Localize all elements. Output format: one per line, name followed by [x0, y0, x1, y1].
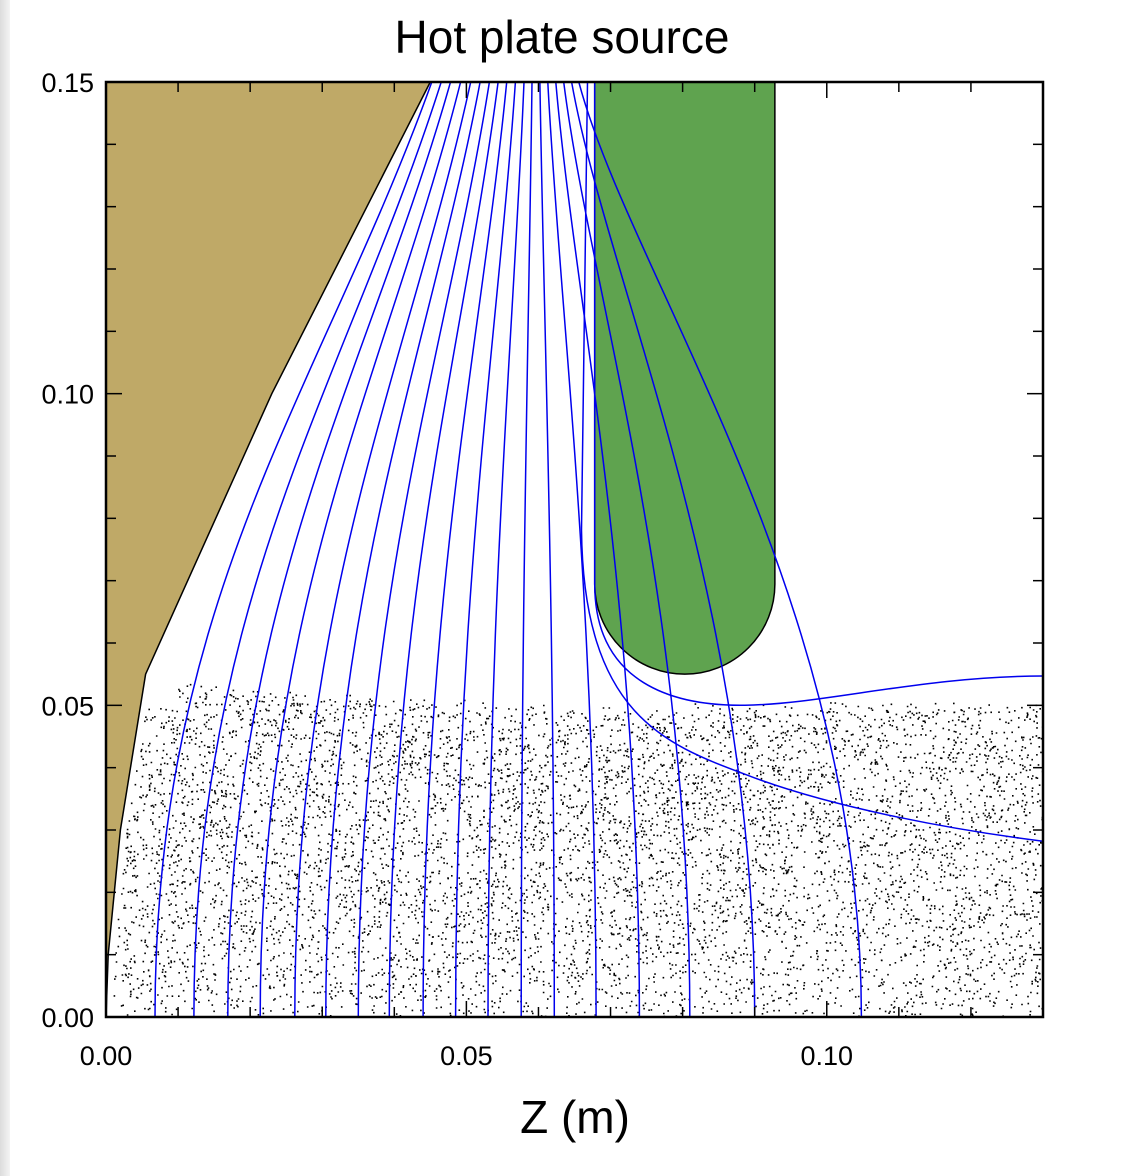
equipotential-line	[325, 82, 481, 1017]
window-edge	[0, 0, 10, 1176]
y-tick-label: 0.15	[41, 68, 94, 98]
plot-frame	[104, 80, 1045, 1019]
particle-dots	[113, 683, 1043, 1017]
x-tick-label: 0.00	[80, 1041, 133, 1071]
regions	[105, 81, 776, 1018]
equipotential-line	[193, 82, 442, 1017]
equipotential-line	[388, 82, 499, 1017]
equipotential-line	[578, 82, 863, 1017]
y-tick-label: 0.05	[41, 691, 94, 721]
x-tick-label: 0.10	[800, 1041, 853, 1071]
chart-title: Hot plate source	[394, 11, 730, 63]
equipotential-line	[562, 82, 691, 1017]
equipotential-line	[555, 82, 641, 1017]
equipotential-line	[422, 82, 508, 1017]
equipotential-line	[487, 82, 525, 1017]
equipotential-line	[357, 82, 491, 1017]
y-tick-label: 0.00	[41, 1003, 94, 1033]
equipotential-line	[259, 82, 462, 1017]
equipotential-line	[294, 82, 472, 1017]
particle-field	[113, 683, 1043, 1017]
equipotential-line	[154, 82, 433, 1017]
plate-region	[593, 81, 776, 675]
y-tick-label: 0.10	[41, 380, 94, 410]
equipotential-line	[570, 82, 756, 1017]
electrode-region	[105, 81, 432, 1018]
equipotential-line	[547, 82, 597, 1017]
axes: 0.00 0.05 0.10 0.00 0.05 0.10 0.15	[41, 68, 1045, 1071]
x-axis-label: Z (m)	[520, 1091, 630, 1143]
equipotential-line	[593, 82, 1043, 706]
equipotential-line	[454, 82, 517, 1017]
equipotential-line	[580, 82, 1043, 842]
equipotential-line	[227, 82, 452, 1017]
equipotential-lines	[154, 82, 1043, 1017]
equipotential-line	[539, 82, 556, 1017]
equipotential-line	[520, 82, 533, 1017]
x-tick-label: 0.05	[440, 1041, 493, 1071]
